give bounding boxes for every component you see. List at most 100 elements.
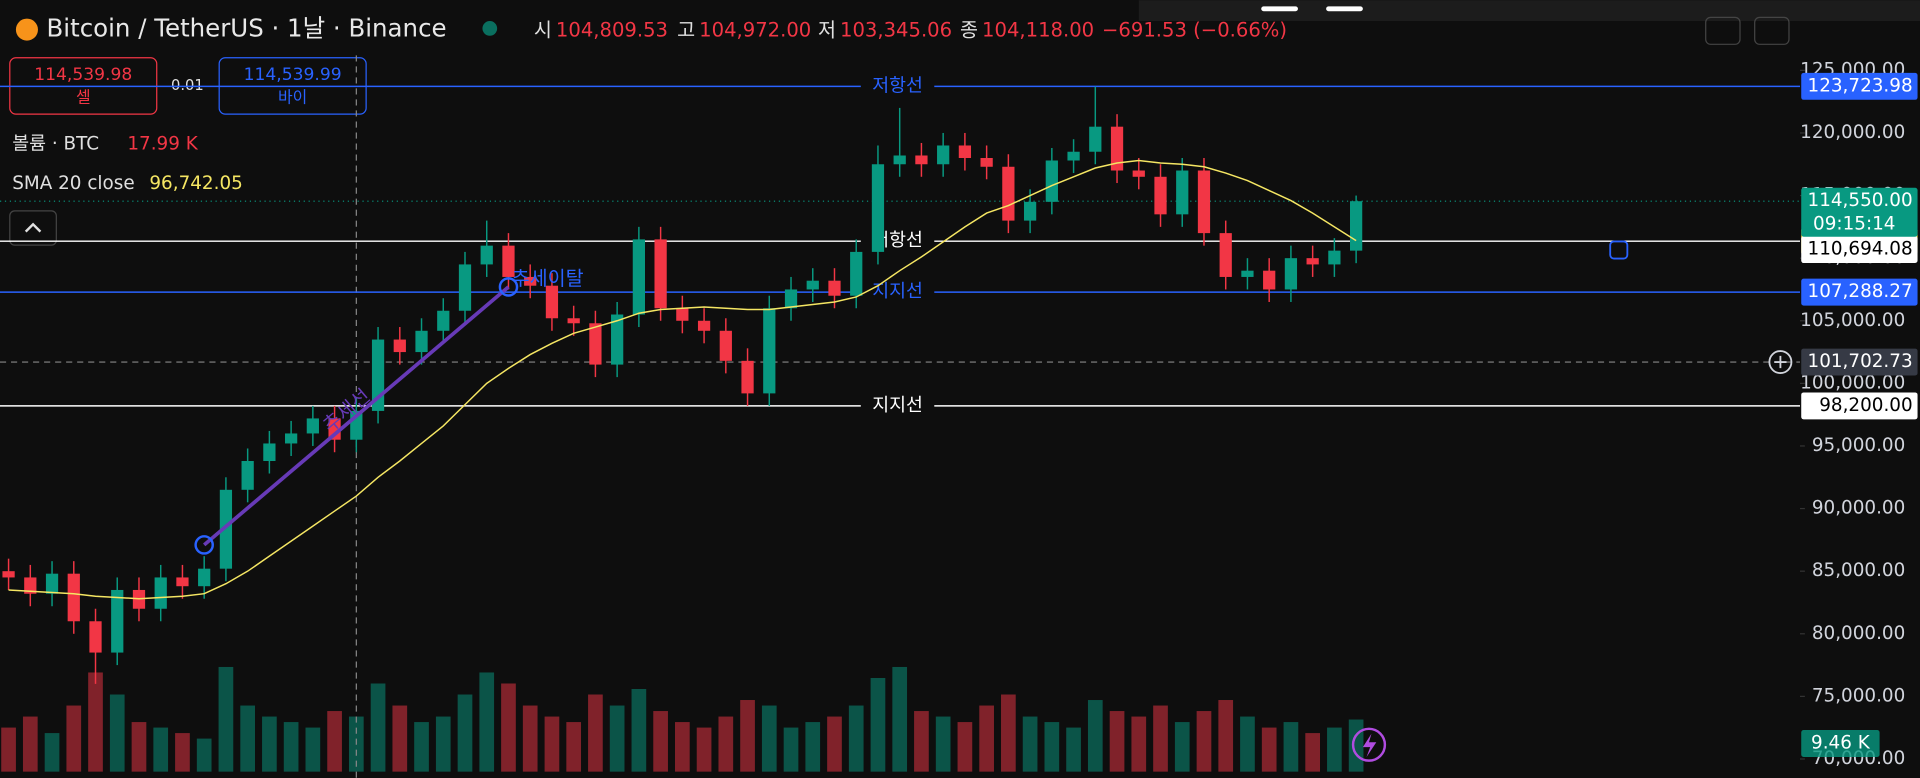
volume-bar [66,705,82,772]
volume-indicator-value: 17.99 K [127,134,198,155]
sell-label[interactable]: 셀 [76,88,91,107]
ohlc-key: 고 [677,18,695,41]
volume-bar [479,672,495,772]
lightning-button[interactable] [1351,727,1387,762]
volume-bar [892,666,908,772]
toolbar-icon [1261,6,1298,12]
volume-bar [1174,722,1190,772]
volume-bar [696,727,712,772]
sell-price[interactable]: 114,539.98 [34,65,132,85]
candle-body [893,155,906,165]
volume-bar [153,727,169,772]
y-tick-label: 105,000.00 [1800,310,1905,331]
volume-bar [1153,705,1168,772]
level-label-bg [860,393,935,419]
level-price-label: 123,723.98 [1808,75,1913,96]
candle-body [915,155,928,165]
candle-body [850,251,863,296]
candle-body [198,568,211,587]
candle-body [871,164,885,252]
candle-body [24,577,37,594]
volume-bar [501,683,516,772]
candle-body [1263,270,1276,290]
candle-body [1154,176,1167,215]
candle-body [1002,166,1015,221]
toolbar-button[interactable] [1754,16,1790,45]
candle-body [1067,151,1080,161]
ohlc-key: 시 [534,18,552,41]
collapse-button[interactable] [9,210,57,246]
volume-bar [1240,716,1255,772]
candle-body [2,571,15,578]
crosshair-price-label-box [1801,348,1918,376]
candle-body [111,589,124,653]
level-label: 저항선 [872,230,923,251]
toolbar-button[interactable] [1705,16,1741,45]
volume-bar [131,722,147,772]
volume-bar [262,716,277,772]
y-tick-label: 75,000.00 [1812,685,1905,706]
last-price-label: 114,550.00 [1808,190,1913,211]
volume-bar [653,711,668,772]
status-dot [482,21,498,36]
volume-bar [22,716,38,772]
volume-bar [1305,733,1320,772]
drawing-handle[interactable] [1609,240,1629,260]
candle-body [1023,201,1037,221]
candle-body [1328,250,1341,265]
candle-body [502,245,515,277]
candle-body [89,621,102,653]
candle-body [263,443,276,461]
volume-bar [240,705,255,772]
candle-body [480,245,493,265]
chevron-icon [24,222,42,233]
y-tick-label: 100,000.00 [1800,372,1905,393]
volume-bar [283,722,299,772]
level-price-label: 107,288.27 [1808,281,1913,302]
candle-body [958,145,972,158]
candle-body [1045,160,1058,202]
candle-body [1089,126,1102,152]
y-tick-label: 80,000.00 [1812,623,1905,644]
candle-body [980,157,993,167]
candle-body [1306,258,1319,265]
plot-area: 70,000.0075,000.0080,000.0085,000.0090,0… [0,55,1918,778]
candle-body [1110,126,1124,171]
candle-body [415,330,428,353]
candle-body [697,320,711,331]
candle-body [67,573,80,622]
candle-body [458,264,472,311]
candle-body [154,577,167,609]
candle-body [611,314,624,365]
volume-bar [44,733,60,772]
candle-body [632,239,645,315]
buy-price[interactable]: 114,539.99 [244,65,342,85]
volume-bar [1218,700,1234,772]
candle-body [437,310,450,331]
crosshair-add-button[interactable] [1768,350,1793,374]
volume-bar [414,722,429,772]
volume-bar [783,727,799,772]
volume-bar [718,716,734,772]
candle-body [763,308,776,394]
level-label: 지지선 [872,281,923,302]
candle-body [1197,170,1211,234]
sma-line [8,159,1357,600]
volume-bar [370,683,386,772]
volume-bar [522,705,538,772]
candle-body [241,460,254,490]
spread: 0.01 [171,77,204,94]
volume-bar [1087,700,1103,772]
volume-bar [218,666,234,772]
level-price-label: 98,200.00 [1819,395,1912,416]
candle-body [937,145,950,165]
volume-bar [914,711,929,772]
last-price-box [1801,187,1918,237]
sma-indicator-label: SMA 20 close [12,173,134,194]
trendline-handle [194,535,214,555]
ohlc-value: 103,345.06 [840,18,952,41]
trendline-handle [498,277,519,297]
buy-label[interactable]: 바이 [278,88,307,107]
